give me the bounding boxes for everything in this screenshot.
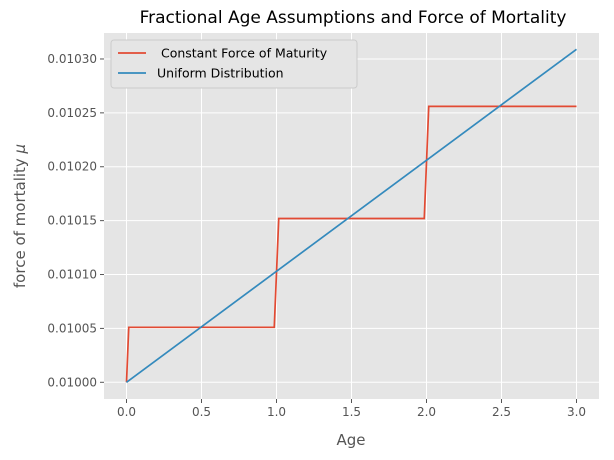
x-tick-label: 2.0 xyxy=(417,405,436,419)
x-tick-label: 1.5 xyxy=(342,405,361,419)
y-tick-label: 0.01025 xyxy=(47,106,97,120)
legend-label-2: Uniform Distribution xyxy=(157,66,284,81)
x-axis-ticks: 0.0 0.5 1.0 1.5 2.0 2.5 3.0 xyxy=(117,399,586,419)
x-tick-label: 2.5 xyxy=(492,405,511,419)
x-tick-label: 0.0 xyxy=(117,405,136,419)
y-tick-label: 0.01030 xyxy=(47,52,97,66)
x-tick-label: 3.0 xyxy=(567,405,586,419)
y-tick-label: 0.01005 xyxy=(47,321,97,335)
y-axis-label-text: force of mortality xyxy=(11,153,29,288)
x-tick-label: 0.5 xyxy=(192,405,211,419)
y-tick-label: 0.01015 xyxy=(47,214,97,228)
y-axis-ticks: 0.01000 0.01005 0.01010 0.01015 0.01020 0.010… xyxy=(47,52,104,389)
y-axis-label: force of mortality μ xyxy=(11,144,29,288)
legend-box xyxy=(110,39,358,89)
y-tick-label: 0.01020 xyxy=(47,160,97,174)
chart-title: Fractional Age Assumptions and Force of … xyxy=(140,8,567,28)
legend-label-1: Constant Force of Maturity xyxy=(157,46,328,61)
series-layer xyxy=(125,48,578,383)
series-line-1 xyxy=(125,105,577,383)
legend: Constant Force of Maturity Uniform Distri… xyxy=(110,39,358,89)
y-tick-label: 0.01000 xyxy=(47,375,97,389)
series-line-2 xyxy=(125,48,578,383)
y-tick-label: 0.01010 xyxy=(47,268,97,282)
y-axis-label-symbol: μ xyxy=(11,144,29,155)
x-axis-label: Age xyxy=(336,431,365,449)
x-tick-label: 1.0 xyxy=(267,405,286,419)
